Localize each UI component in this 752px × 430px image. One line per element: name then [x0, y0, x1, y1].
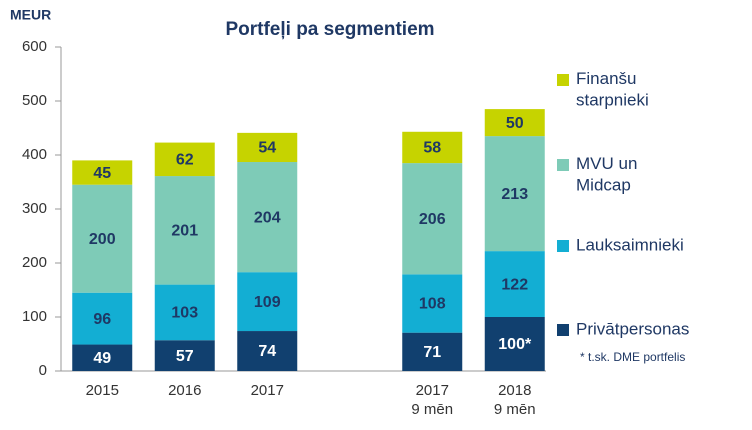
text-line: starpnieki [576, 91, 649, 110]
legend-label: Privātpersonas [576, 319, 689, 338]
bar-segment [154, 176, 215, 285]
bar-segment [72, 344, 133, 371]
y-tick-label: 500 [22, 92, 47, 109]
bar-segment [402, 274, 463, 333]
y-tick-label: 300 [22, 200, 47, 217]
bar-segment [237, 272, 298, 332]
bar-segment [72, 292, 133, 345]
data-label: 71 [423, 344, 441, 361]
legend-label: Finanšu starpnieki [576, 69, 649, 109]
legend-swatch [557, 324, 569, 336]
text-line: 9 mēn [494, 401, 536, 418]
legend-swatch [557, 159, 569, 171]
bar-segment [484, 251, 545, 317]
data-label: 58 [423, 140, 441, 157]
data-label: 96 [93, 311, 111, 328]
text-line: 2017 [416, 382, 449, 399]
bar-segment [72, 184, 133, 293]
bar-segment [484, 109, 545, 137]
data-label: 62 [176, 152, 194, 169]
data-label: 213 [501, 186, 528, 203]
bar-segment [154, 340, 215, 371]
x-tick-label: 2016 [168, 382, 201, 399]
bar-segment [237, 132, 298, 163]
data-label: 201 [171, 223, 198, 240]
bar-segment [484, 317, 545, 371]
text-line: 2018 [498, 382, 531, 399]
chart-title: Portfeļi pa segmentiem [225, 19, 434, 40]
legend-swatch [557, 240, 569, 252]
text-line: 9 mēn [411, 401, 453, 418]
data-label: 54 [258, 140, 276, 157]
bar-segment [402, 332, 463, 371]
data-label: 49 [93, 350, 111, 367]
data-label: 122 [501, 276, 528, 293]
legend-label: Lauksaimnieki [576, 235, 684, 254]
bar-segment [154, 284, 215, 341]
bar-segment [154, 142, 215, 177]
legend-swatch [557, 74, 569, 86]
text-line: MVU un [576, 154, 637, 173]
y-tick-label: 400 [22, 146, 47, 163]
bar-segment [237, 331, 298, 371]
data-label: 50 [506, 115, 524, 132]
legend-label: MVU un Midcap [576, 154, 637, 194]
data-label: 108 [419, 296, 446, 313]
y-axis-label: MEUR [10, 7, 51, 23]
data-label: 200 [89, 231, 116, 248]
bar-segment [484, 136, 545, 252]
data-label: 206 [419, 211, 446, 228]
bar-segment [402, 131, 463, 164]
x-tick-label: 2017 [251, 382, 284, 399]
data-label: 109 [254, 294, 281, 311]
x-tick-label: 2015 [86, 382, 119, 399]
bar-segment [72, 160, 133, 185]
y-tick-label: 200 [22, 254, 47, 271]
y-tick-label: 100 [22, 308, 47, 325]
footnote: * t.sk. DME portfelis [580, 350, 685, 364]
data-label: 57 [176, 348, 194, 365]
bar-segment [237, 162, 298, 273]
data-label: 45 [93, 165, 111, 182]
x-tick-label: 2018 9 mēn [494, 382, 536, 418]
data-label: 74 [258, 343, 276, 360]
text-line: Midcap [576, 176, 631, 195]
data-label: 103 [171, 305, 198, 322]
bar-segment [402, 163, 463, 275]
y-tick-label: 0 [39, 362, 47, 379]
text-line: Finanšu [576, 69, 636, 88]
data-label: 204 [254, 209, 281, 226]
x-tick-label: 2017 9 mēn [411, 382, 453, 418]
y-tick-label: 600 [22, 38, 47, 55]
data-label: 100* [498, 336, 532, 353]
